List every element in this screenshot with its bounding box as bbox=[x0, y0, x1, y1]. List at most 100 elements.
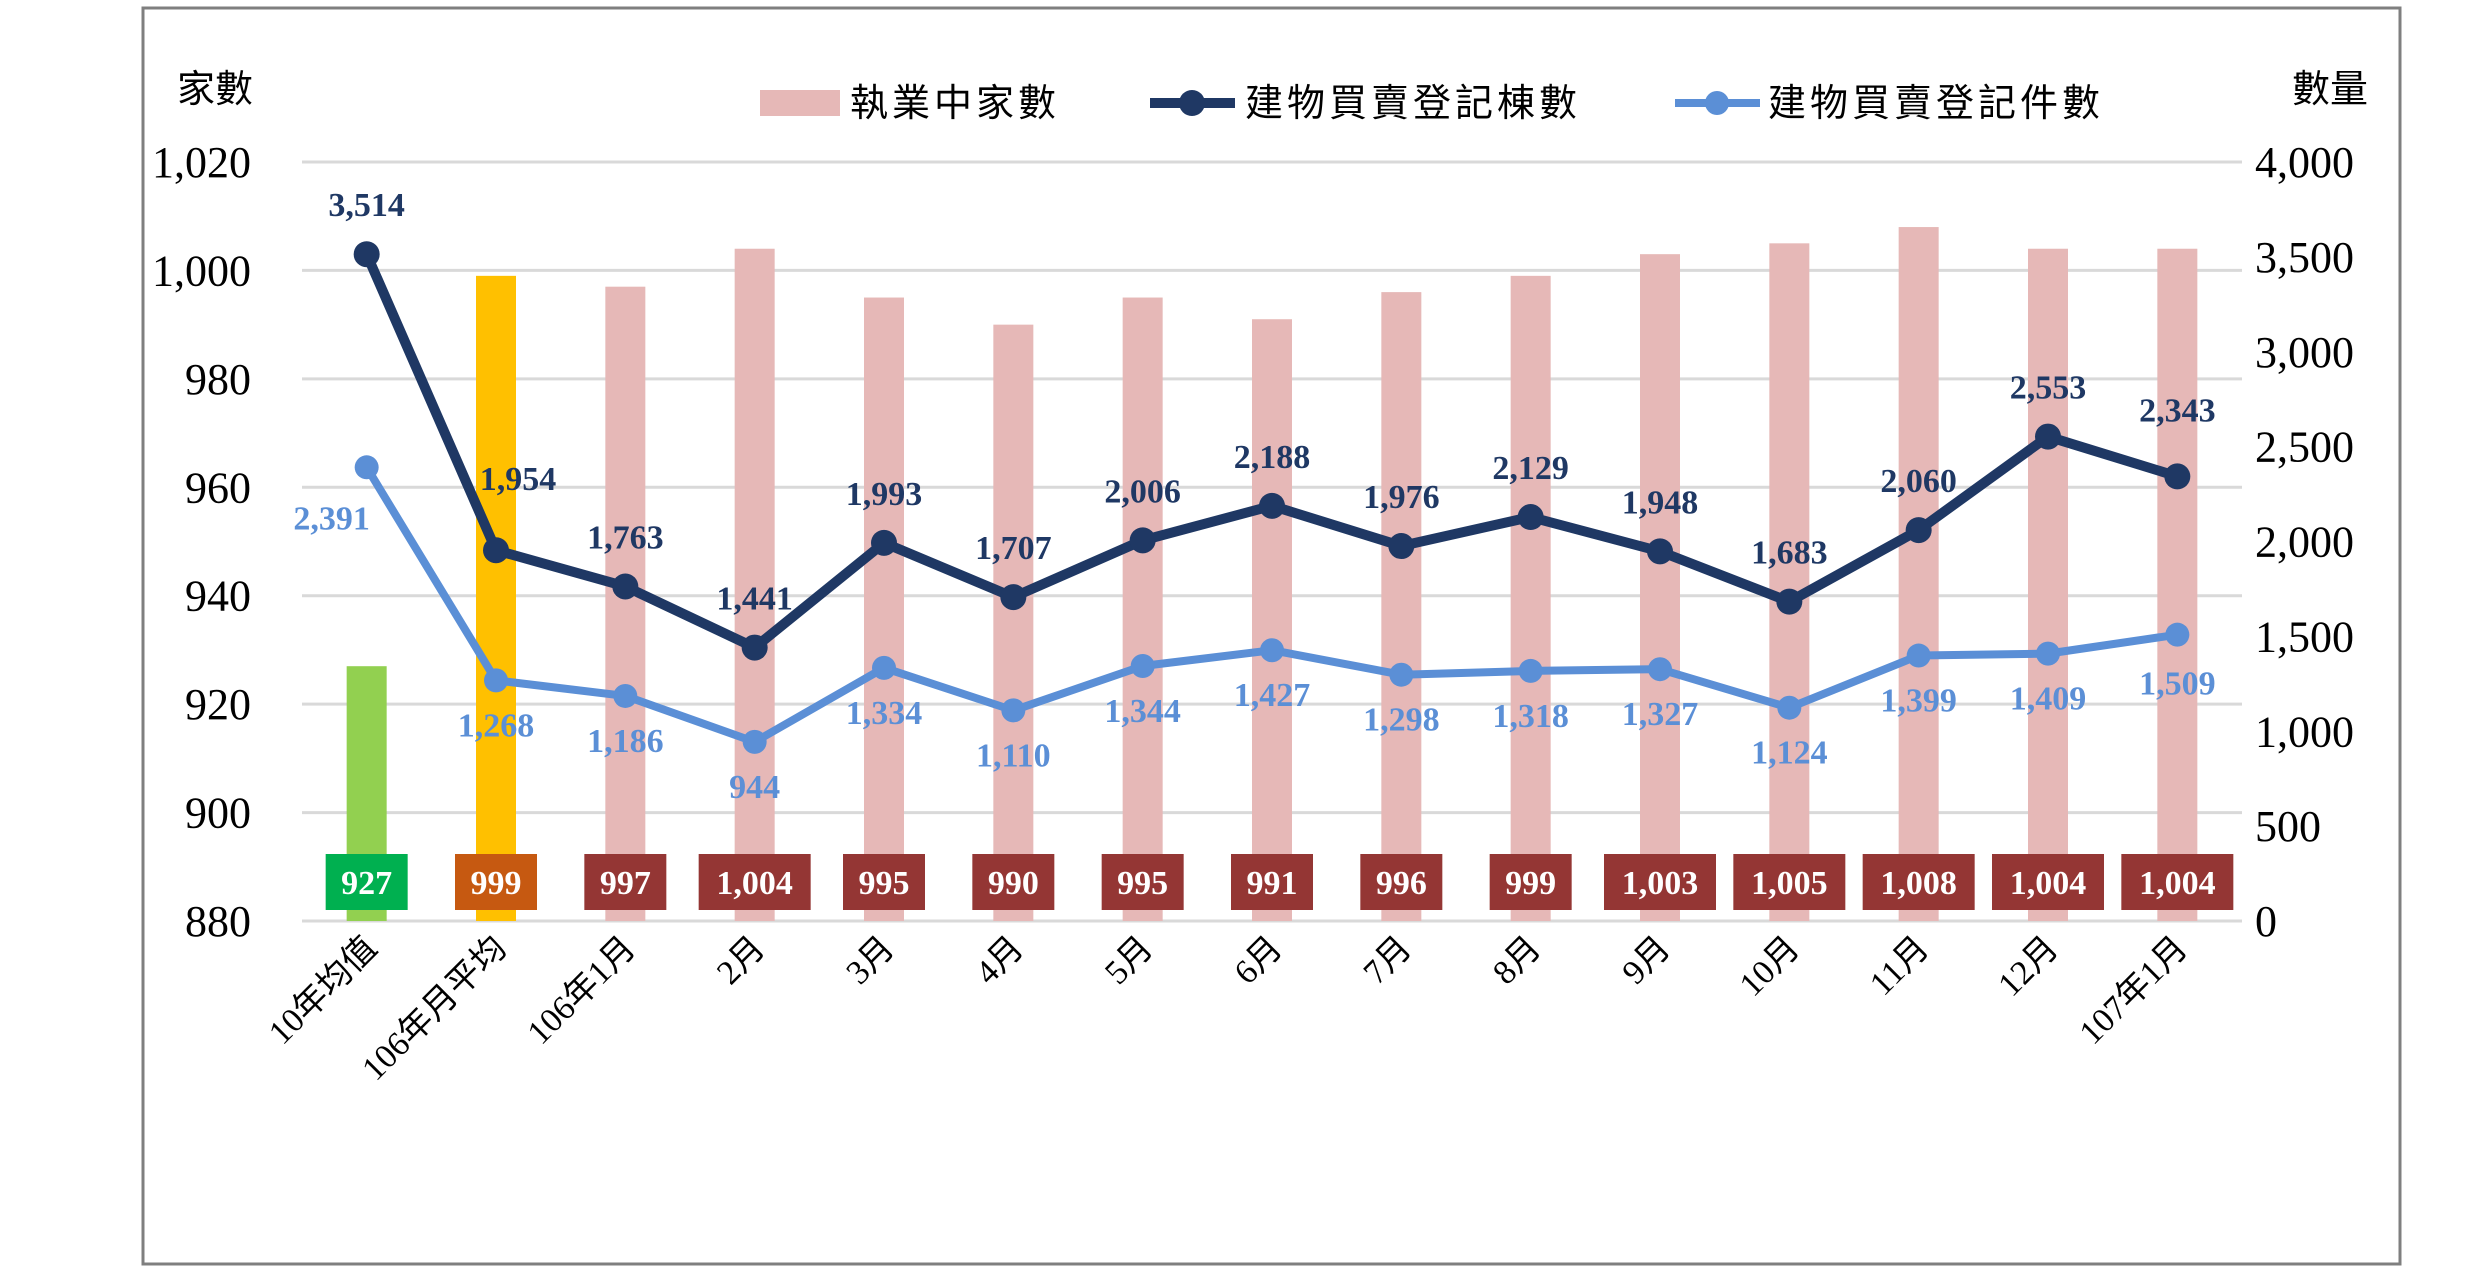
line-data-label: 944 bbox=[729, 769, 780, 806]
series-marker bbox=[1259, 492, 1285, 519]
line-data-label: 1,110 bbox=[976, 737, 1051, 774]
line-data-label: 1,976 bbox=[1363, 479, 1440, 516]
series-marker bbox=[1517, 504, 1544, 531]
bar bbox=[2157, 248, 2198, 921]
line-data-label: 1,441 bbox=[716, 581, 793, 618]
line-data-label: 1,344 bbox=[1104, 693, 1181, 730]
bar-value-label: 1,008 bbox=[1880, 865, 1957, 902]
right-tick-label: 1,500 bbox=[2255, 612, 2354, 661]
line-data-label: 2,343 bbox=[2139, 392, 2216, 429]
bar-value-label: 1,005 bbox=[1751, 865, 1828, 902]
line-data-label: 1,763 bbox=[587, 519, 664, 556]
left-tick-label: 940 bbox=[185, 572, 251, 621]
line-data-label: 1,327 bbox=[1622, 696, 1699, 733]
series-marker bbox=[1648, 657, 1672, 682]
series-marker bbox=[1260, 638, 1284, 663]
left-tick-label: 920 bbox=[185, 680, 251, 729]
bar bbox=[1122, 297, 1163, 921]
bar-value-box bbox=[972, 854, 1055, 910]
series-marker bbox=[1389, 662, 1414, 687]
data-labels: 927 999 997 1,004 995 990 995 991 996 999 1,003 1,0… bbox=[293, 187, 2234, 910]
bar-value-box bbox=[1862, 854, 1975, 910]
series-marker bbox=[484, 668, 508, 693]
bar-value-label: 1,003 bbox=[1622, 865, 1699, 902]
series-marker bbox=[1388, 533, 1415, 560]
line-data-label: 1,509 bbox=[2139, 666, 2216, 703]
series-marker bbox=[1906, 643, 1931, 668]
series-marker bbox=[1905, 517, 1932, 544]
series-marker bbox=[1130, 653, 1155, 678]
bar bbox=[476, 275, 516, 922]
bar-value-label: 991 bbox=[1247, 865, 1298, 902]
series-marker bbox=[871, 529, 897, 556]
series-marker bbox=[613, 683, 638, 708]
line-data-label: 1,186 bbox=[587, 723, 664, 760]
line-data-label: 1,683 bbox=[1751, 535, 1828, 572]
bar-value-box bbox=[1360, 854, 1443, 910]
bar-value-box bbox=[1101, 854, 1184, 910]
legend: 執業中家數 建物買賣登記棟數 建物買賣登記件數 bbox=[760, 81, 2104, 125]
series-marker bbox=[483, 537, 509, 564]
line-data-label: 1,268 bbox=[458, 707, 535, 744]
series-marker bbox=[2036, 641, 2060, 666]
bar bbox=[864, 297, 904, 921]
bar-value-box bbox=[1604, 854, 1716, 910]
line-data-label: 1,318 bbox=[1492, 698, 1569, 735]
right-tick-label: 3,000 bbox=[2255, 328, 2354, 377]
series-marker bbox=[1647, 538, 1673, 565]
series-marker bbox=[2164, 463, 2191, 490]
bar bbox=[1381, 292, 1422, 922]
bar-value-box bbox=[325, 854, 408, 910]
right-axis-label: 數量 bbox=[2292, 67, 2368, 111]
left-tick-label: 1,000 bbox=[152, 246, 251, 295]
line-data-label: 1,399 bbox=[1880, 683, 1957, 720]
line-data-label: 2,391 bbox=[293, 500, 370, 537]
series-marker bbox=[1776, 588, 1803, 615]
series-marker bbox=[354, 455, 379, 480]
bar-value-box bbox=[1992, 854, 2104, 910]
bar-value-label: 997 bbox=[600, 865, 651, 902]
line-data-label: 1,298 bbox=[1363, 702, 1440, 739]
series-marker bbox=[872, 655, 896, 680]
right-tick-label: 1,000 bbox=[2255, 707, 2354, 756]
bar-value-label: 1,004 bbox=[2139, 865, 2216, 902]
bar-value-box bbox=[843, 854, 925, 910]
left-tick-label: 880 bbox=[185, 897, 251, 946]
line-data-label: 1,334 bbox=[846, 695, 923, 732]
right-tick-label: 500 bbox=[2255, 802, 2321, 851]
bar-value-box bbox=[1231, 854, 1313, 910]
bar-value-label: 1,004 bbox=[716, 865, 793, 902]
series-marker bbox=[742, 729, 767, 754]
lines bbox=[353, 241, 2191, 754]
left-axis-label: 家數 bbox=[177, 67, 253, 111]
legend-swatch-bar bbox=[760, 90, 840, 116]
right-tick-label: 2,000 bbox=[2255, 518, 2354, 567]
legend-label-line-dark: 建物買賣登記棟數 bbox=[1245, 81, 1581, 125]
series-marker bbox=[353, 241, 380, 268]
series-marker bbox=[1000, 584, 1027, 611]
bar-value-label: 1,004 bbox=[2010, 865, 2087, 902]
bar-value-label: 999 bbox=[471, 865, 522, 902]
series-marker bbox=[2165, 622, 2190, 647]
line-data-label: 2,006 bbox=[1104, 473, 1181, 510]
line-data-label: 2,553 bbox=[2010, 370, 2087, 407]
right-tick-label: 2,500 bbox=[2255, 423, 2354, 472]
line-data-label: 1,707 bbox=[975, 530, 1052, 567]
bar bbox=[1898, 227, 1939, 922]
left-tick-label: 980 bbox=[185, 355, 251, 404]
legend-marker-dark bbox=[1179, 90, 1205, 116]
bar-value-box bbox=[455, 854, 537, 910]
bar bbox=[605, 286, 646, 921]
bar bbox=[2028, 248, 2068, 921]
bar bbox=[1510, 275, 1551, 922]
legend-label-bar: 執業中家數 bbox=[850, 81, 1060, 125]
bar-value-label: 995 bbox=[1117, 865, 1168, 902]
line-data-label: 2,188 bbox=[1234, 439, 1311, 476]
series-marker bbox=[1129, 527, 1156, 554]
line-data-label: 1,409 bbox=[2010, 681, 2087, 718]
legend-label-line-light: 建物買賣登記件數 bbox=[1768, 81, 2104, 125]
bar-value-label: 996 bbox=[1376, 865, 1427, 902]
series-marker bbox=[1001, 698, 1026, 723]
line-data-label: 1,124 bbox=[1751, 735, 1828, 772]
